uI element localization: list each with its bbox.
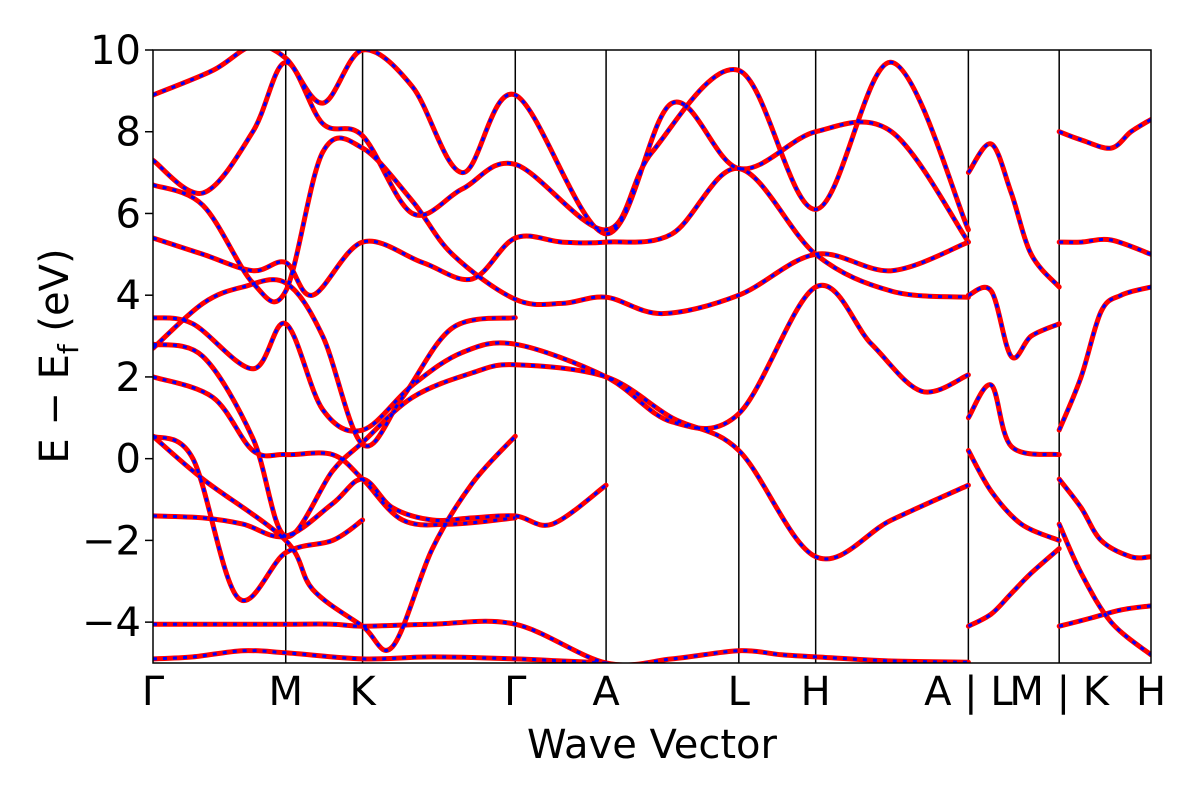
band-line-red — [965, 284, 1062, 361]
band-line-blue — [153, 342, 970, 561]
y-axis-title-unit: (eV) — [32, 248, 78, 344]
x-tick-label: H — [1136, 669, 1166, 715]
band-line-blue — [153, 375, 516, 527]
y-tick-label: 0 — [116, 437, 141, 483]
band-line-blue — [153, 435, 517, 652]
band-line-blue — [1057, 285, 1151, 431]
y-axis-title-subscript: f — [52, 343, 85, 354]
bands-series-blue — [153, 50, 1151, 663]
band-line-red — [153, 282, 971, 434]
band-line-red — [1056, 117, 1151, 151]
band-line-blue — [153, 166, 969, 299]
band-line-blue — [153, 50, 970, 243]
band-line-red — [1056, 236, 1151, 257]
band-line-red — [965, 382, 1062, 458]
y-tick-label: 8 — [116, 110, 141, 156]
band-line-blue — [967, 383, 1060, 457]
band-line-blue — [1058, 604, 1151, 628]
x-tick-label: Γ — [142, 669, 165, 715]
band-line-blue — [153, 619, 969, 663]
x-axis-title: Wave Vector — [527, 722, 778, 768]
band-line-blue — [967, 142, 1061, 289]
high-symmetry-lines — [284, 50, 1060, 663]
band-line-red — [153, 648, 609, 663]
y-tick-label: 10 — [90, 28, 141, 74]
band-line-red — [965, 141, 1062, 290]
x-tick-label: L — [728, 669, 751, 715]
band-line-blue — [967, 449, 1060, 542]
band-line-red — [153, 433, 366, 603]
band-line-red — [153, 277, 518, 449]
x-tick-label: M | K — [1009, 669, 1110, 715]
band-line-red — [1056, 476, 1151, 561]
y-tick-label: −2 — [82, 518, 141, 564]
y-axis-title-main: E − E — [32, 354, 78, 464]
band-line-blue — [153, 60, 970, 232]
band-line-red — [153, 476, 609, 540]
band-line-blue — [1057, 523, 1151, 656]
x-tick-label: M — [268, 669, 303, 715]
plot-frame — [152, 49, 1152, 664]
band-line-blue — [967, 285, 1060, 360]
band-line-red — [965, 448, 1062, 543]
y-axis-ticks: −4 −2 0 2 4 6 8 10 — [82, 28, 153, 646]
x-tick-label: K — [349, 669, 377, 715]
y-axis-title: E − Ef (eV) — [32, 248, 85, 463]
x-tick-label: A — [592, 669, 620, 715]
band-line-blue — [153, 477, 607, 539]
x-tick-label: H — [801, 669, 831, 715]
band-line-red — [1056, 284, 1151, 433]
band-line-blue — [153, 649, 607, 663]
band-line-red — [153, 59, 971, 233]
y-tick-label: 6 — [116, 191, 141, 237]
band-line-red — [153, 341, 971, 562]
band-line-red — [153, 135, 971, 317]
band-line-red — [965, 546, 1062, 629]
y-tick-label: 4 — [116, 273, 141, 319]
y-tick-label: 2 — [116, 355, 141, 401]
band-line-blue — [1058, 118, 1151, 150]
y-tick-label: −4 — [82, 600, 141, 646]
x-tick-label: Γ — [504, 669, 527, 715]
x-tick-label: A | L — [924, 669, 1013, 715]
